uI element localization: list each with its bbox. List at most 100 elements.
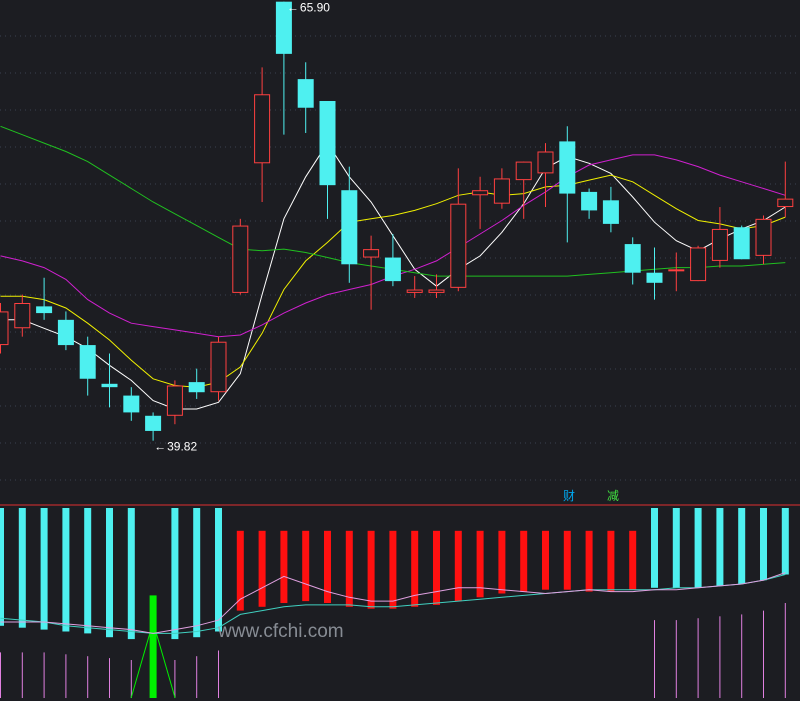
indicator-bar	[476, 530, 484, 598]
candle-body	[711, 228, 728, 261]
candle-body	[537, 151, 554, 174]
candle-body	[493, 178, 510, 204]
indicator-bar	[149, 595, 157, 698]
indicator-bar	[433, 530, 440, 605]
candle-body	[57, 319, 74, 346]
indicator-bar	[127, 508, 135, 640]
candle	[297, 62, 314, 133]
candle	[275, 1, 292, 135]
indicator-bar	[258, 530, 266, 607]
high-annotation: ← 65.90	[287, 1, 330, 15]
indicator-bar	[542, 530, 549, 590]
candle-body	[450, 203, 467, 288]
candle	[602, 186, 619, 233]
low-arrow: ←	[154, 440, 166, 454]
candle	[559, 126, 576, 243]
indicator-bar	[106, 508, 113, 638]
candle	[428, 274, 445, 298]
candle	[733, 225, 750, 260]
marker-cai: 财	[563, 489, 575, 503]
indicator-bar	[738, 508, 746, 584]
indicator-bar	[607, 530, 615, 592]
candle-body	[777, 198, 794, 208]
low-price-label: 39.82	[167, 440, 197, 454]
candle-body	[79, 345, 96, 379]
candle-body	[559, 141, 576, 194]
candle-body	[297, 79, 314, 108]
indicator-cross-line	[152, 621, 176, 699]
candle	[624, 237, 641, 285]
candle	[493, 168, 510, 209]
candle	[690, 245, 707, 282]
candle-body	[254, 94, 271, 164]
candle-body	[14, 303, 31, 329]
candle-body	[166, 385, 183, 416]
candle	[36, 277, 53, 320]
indicator-line-1	[0, 572, 786, 634]
candle	[341, 166, 358, 283]
candle-body	[406, 289, 423, 293]
indicator-bar	[716, 508, 724, 586]
candle	[0, 303, 9, 354]
indicator-bar	[672, 508, 680, 588]
candle-body	[428, 289, 445, 293]
candle-body	[188, 382, 205, 393]
candle	[755, 215, 772, 265]
candle	[646, 247, 663, 300]
candle-body	[472, 190, 489, 196]
indicator-bar	[498, 530, 506, 594]
indicator-bar	[781, 508, 789, 575]
candle-body	[581, 191, 598, 211]
indicator-lines	[0, 572, 786, 634]
candle	[123, 387, 140, 421]
candle-body	[319, 101, 336, 186]
candle-body	[363, 249, 380, 258]
candle	[537, 143, 554, 208]
candle	[515, 161, 532, 219]
candle-body	[755, 218, 772, 256]
candle	[319, 101, 336, 219]
candle-body	[646, 272, 663, 283]
indicator-bar	[215, 508, 222, 632]
candle	[363, 235, 380, 310]
candle	[777, 161, 794, 218]
indicator-bar	[651, 508, 658, 588]
candlesticks	[0, 1, 794, 441]
indicator-bar	[760, 508, 767, 581]
candle-body	[690, 247, 707, 282]
indicator-bar	[411, 530, 419, 607]
candle	[581, 188, 598, 219]
candle	[232, 218, 249, 295]
indicator-bar	[345, 530, 353, 607]
candle	[14, 294, 31, 337]
candle-body	[0, 311, 9, 346]
high-price-label: 65.90	[300, 1, 330, 15]
candle	[79, 336, 96, 396]
indicator-bar	[302, 530, 310, 602]
candle-body	[341, 190, 358, 265]
candle-body	[602, 200, 619, 224]
indicator-bar	[563, 530, 571, 590]
indicator-bar	[454, 530, 462, 602]
indicator-bar	[585, 530, 593, 592]
indicator-bar	[694, 508, 702, 588]
candle	[384, 233, 401, 287]
candle	[668, 252, 685, 292]
indicator-bar	[629, 530, 637, 590]
indicator-bar	[0, 508, 4, 626]
candle-body	[210, 341, 227, 393]
candle	[210, 336, 227, 401]
indicator-bars	[0, 508, 789, 699]
indicator-bar	[324, 530, 331, 603]
indicator-bar	[62, 508, 70, 632]
candle-body	[123, 395, 140, 413]
candle	[145, 412, 162, 441]
candle-body	[145, 415, 162, 431]
candle-body	[733, 227, 750, 260]
indicator-bar	[193, 508, 201, 638]
candle	[188, 368, 205, 399]
candle	[254, 67, 271, 202]
candle	[406, 276, 423, 298]
